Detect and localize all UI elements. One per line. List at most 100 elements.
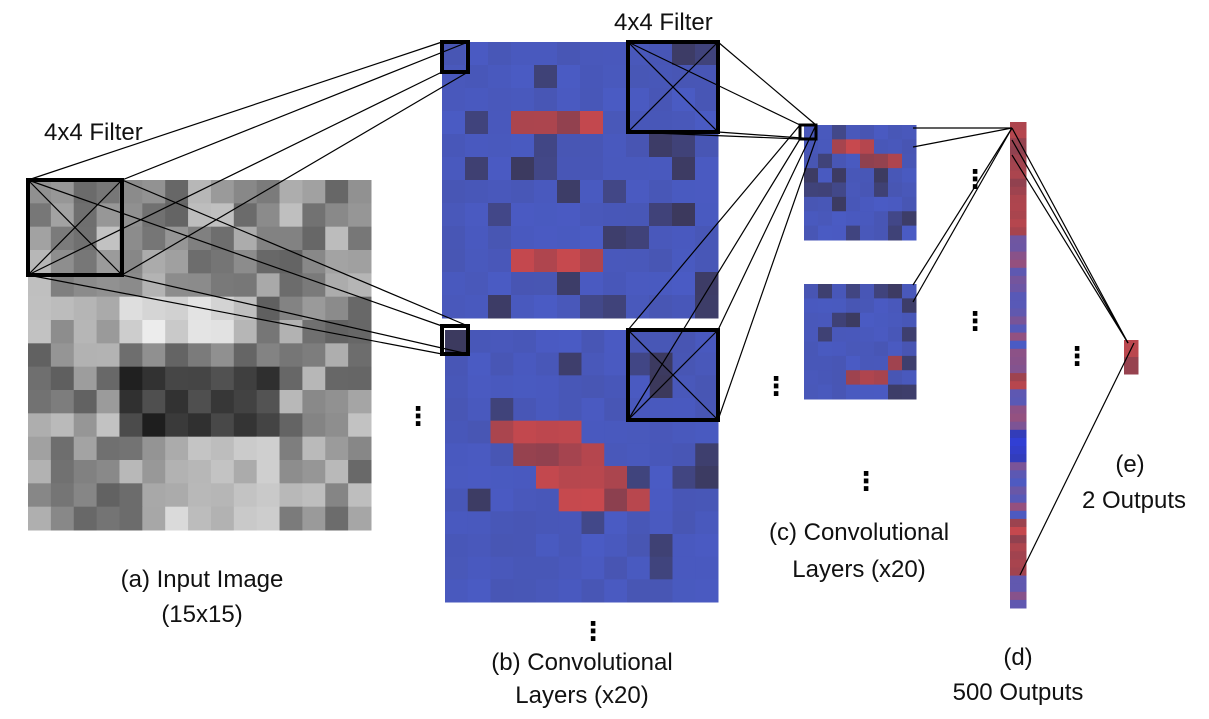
feature-pixel (445, 375, 469, 399)
input-pixel (96, 180, 120, 204)
feature-pixel (626, 226, 650, 250)
fc-unit (1010, 308, 1027, 317)
input-pixel (348, 460, 372, 484)
feature-pixel (649, 556, 673, 580)
input-pixel (279, 366, 303, 391)
feature-pixel (626, 295, 650, 319)
feature-pixel (465, 65, 489, 89)
input-pixel (302, 390, 326, 414)
feature-pixel (536, 579, 560, 603)
input-pixel (119, 226, 143, 251)
feature-pixel (490, 352, 514, 376)
feature-pixel (445, 398, 469, 422)
input-pixel (28, 250, 52, 274)
input-pixel (348, 320, 372, 344)
input-pixel (188, 390, 212, 414)
feature-pixel (902, 327, 917, 342)
input-pixel (142, 460, 166, 484)
feature-pixel (490, 556, 514, 580)
feature-pixel (846, 327, 861, 342)
fc-unit (1010, 178, 1027, 188)
feature-pixel (649, 443, 673, 467)
feature-pixel (581, 330, 605, 354)
feature-pixel (557, 134, 581, 158)
input-pixel (96, 483, 120, 508)
feature-pixel (672, 579, 696, 603)
feature-pixel (536, 556, 560, 580)
input-pixel (142, 483, 166, 508)
feature-pixel (902, 355, 917, 371)
feature-pixel (832, 168, 847, 183)
input-pixel (142, 506, 166, 531)
feature-pixel (626, 88, 650, 112)
feature-pixel (558, 556, 582, 580)
connections-fc-d-to-output-e (1011, 127, 1135, 576)
feature-pixel (874, 370, 889, 386)
input-pixel (233, 413, 258, 438)
feature-pixel (604, 375, 628, 399)
feature-pixel (626, 42, 650, 66)
feature-pixel (513, 556, 537, 580)
input-pixel (325, 483, 349, 508)
feature-pixel (442, 42, 466, 66)
feature-pixel (534, 249, 558, 273)
feature-pixel (695, 579, 719, 603)
fc-unit (1010, 527, 1027, 536)
feature-pixel (818, 298, 833, 314)
input-pixel (279, 250, 303, 274)
feature-pixel (846, 225, 861, 241)
filter-label-input: 4x4 Filter (44, 119, 143, 146)
feature-pixel (804, 211, 819, 227)
feature-pixel (695, 443, 719, 467)
feature-pixel (888, 370, 903, 386)
input-pixel (325, 296, 349, 321)
conv-b2-small-filter (440, 324, 470, 356)
output-2-vector (1124, 340, 1139, 375)
feature-pixel (490, 398, 514, 422)
feature-pixel (488, 42, 512, 66)
input-pixel (233, 180, 258, 204)
feature-pixel (672, 398, 696, 422)
input-pixel (279, 390, 303, 414)
feature-pixel (846, 370, 861, 386)
feature-pixel (490, 511, 514, 535)
conv-b-title: (b) Convolutional (491, 649, 672, 676)
fc-unit (1010, 138, 1027, 147)
connections-input-to-conv-b (27, 41, 469, 355)
input-pixel (210, 320, 235, 344)
feature-pixel (557, 226, 581, 250)
input-pixel (256, 390, 281, 414)
input-pixel (28, 203, 52, 228)
fc-unit (1010, 543, 1027, 552)
ellipsis-conv-c-mid: ⋮ (962, 307, 988, 337)
input-pixel (73, 483, 98, 508)
input-pixel (188, 226, 212, 251)
feature-pixel (649, 203, 673, 227)
feature-pixel (649, 249, 673, 273)
input-pixel (165, 250, 189, 274)
fc-unit (1010, 559, 1027, 568)
input-pixel (233, 483, 258, 508)
input-pixel (325, 413, 349, 438)
feature-pixel (627, 330, 651, 354)
feature-pixel (467, 579, 491, 603)
input-pixel (233, 296, 258, 321)
input-pixel (50, 250, 75, 274)
ellipsis-input: ⋮ (405, 402, 431, 432)
feature-pixel (832, 312, 847, 328)
input-image-title: (a) Input Image (121, 566, 284, 593)
feature-pixel (860, 139, 875, 155)
fc-unit (1010, 494, 1027, 504)
input-pixel (348, 366, 372, 391)
conv-b2-filter-window (626, 328, 720, 422)
feature-pixel (672, 111, 696, 135)
feature-pixel (604, 420, 628, 444)
fc-unit (1010, 348, 1027, 358)
feature-pixel (874, 168, 889, 183)
feature-pixel (888, 153, 903, 169)
input-pixel (165, 203, 189, 228)
feature-pixel (818, 153, 833, 169)
conv-c-feature-map-1 (804, 125, 917, 241)
feature-pixel (874, 284, 889, 299)
input-pixel (348, 296, 372, 321)
